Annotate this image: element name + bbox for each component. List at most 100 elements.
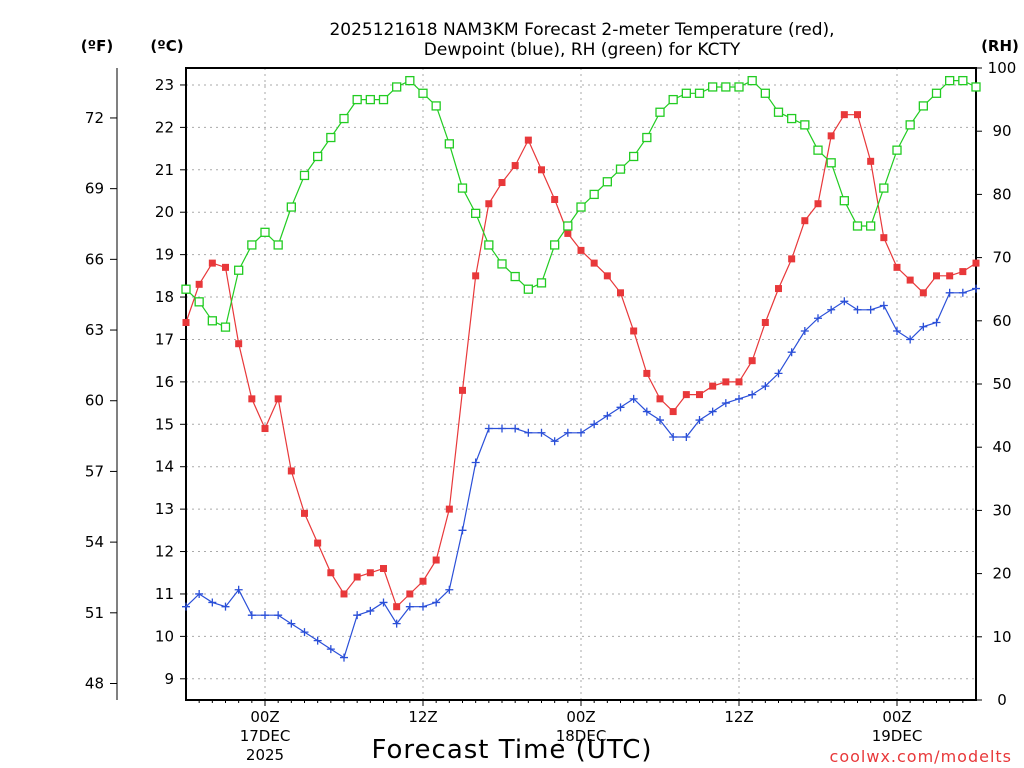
dewpoint-point [932,318,941,327]
rh-point [958,75,968,86]
rh-point [852,221,863,231]
temperature-point [432,556,440,564]
dewpoint-point [261,611,269,620]
rh-tick-label: 10 [992,628,1011,646]
f-tick-label: 51 [85,604,104,622]
x-tick-date: 18DEC [556,727,607,745]
c-tick-label: 11 [155,585,174,603]
dewpoint-point [695,416,704,425]
x-axis-label: Forecast Time (UTC) [371,735,652,765]
temperature-point [682,391,690,399]
dewpoint-point [761,382,770,391]
temperature-point [919,289,927,297]
f-tick-label: 60 [85,392,104,410]
f-tick-label: 69 [85,180,104,198]
dewpoint-point [827,305,836,314]
temperature-point [788,255,796,263]
dewpoint-point [853,305,862,314]
dewpoint-point [945,288,954,297]
c-tick-label: 20 [155,203,174,221]
c-tick-label: 16 [155,373,174,391]
c-tick-label: 19 [155,246,174,264]
rh-point [194,297,204,307]
temperature-point [643,369,651,377]
credit-text: coolwx.com/modelts [830,747,1012,766]
c-tick-label: 9 [164,670,174,688]
temperature-point [840,111,848,119]
dewpoint-point [379,598,388,607]
temperature-point [393,603,401,611]
rh-point [576,202,586,212]
temperature-point [827,132,835,140]
dewpoint-point [590,420,599,429]
dewpoint-point [735,394,743,403]
dewpoint-point [616,403,625,412]
dewpoint-point [458,526,467,535]
rh-point [668,94,678,105]
rh-point [260,227,270,237]
temperature-point [340,590,348,598]
rh-point [405,75,415,86]
dewpoint-point [471,458,480,467]
temperature-point [287,467,295,475]
temperature-point [380,565,387,573]
temperature-point [959,268,967,276]
rh-point [747,75,757,86]
rh-tick-label: 80 [992,185,1011,203]
x-tick-year: 2025 [246,746,284,764]
rh-tick-label: 70 [992,249,1011,267]
dewpoint-point [893,326,901,335]
temperature-point [880,234,888,242]
dewpoint-point [814,314,822,323]
rh-point [892,145,902,155]
dewpoint-point [326,645,335,654]
rh-point [734,82,744,92]
grid-lines [186,68,976,700]
rh-tick-label: 60 [992,312,1011,330]
dewpoint-point [721,399,730,408]
temperature-point [933,272,940,280]
temperature-point [524,136,532,144]
temperature-point [814,200,822,208]
dewpoint-point [919,322,928,331]
c-tick-label: 10 [155,627,174,645]
rh-point [918,101,928,111]
temperature-point [327,569,335,577]
c-tick-label: 23 [155,76,174,94]
temperature-point [775,285,782,293]
c-tick-label: 21 [155,161,174,179]
rh-point [418,88,428,98]
temperature-point [551,195,559,203]
temperature-point [867,157,875,165]
rh-point [694,88,705,98]
f-tick-label: 48 [85,675,104,693]
rh-tick-label: 40 [992,438,1011,456]
temperature-point [353,573,361,581]
x-tick-date: 17DEC [240,727,291,745]
rh-point [589,189,599,200]
temperature-point [972,259,980,267]
temperature-point [472,272,480,280]
temperature-point [906,276,914,284]
temperature-point [696,391,703,399]
temperature-point [445,505,453,513]
rh-tick-label: 100 [988,59,1017,77]
unit-label-rh: (RH) [981,37,1019,55]
rh-point [484,240,494,250]
dewpoint-point [563,428,572,437]
temperature-point [314,539,322,547]
rh-point [497,259,507,269]
plot-frame [185,67,977,701]
temperature-point [709,382,717,390]
rh-point [642,132,652,143]
rh-point [431,101,441,111]
rh-point [971,82,981,92]
dewpoint-point [708,407,717,416]
c-tick-label: 18 [155,288,174,306]
rh-tick-label: 30 [992,501,1011,519]
dewpoint-point [550,437,559,446]
dewpoint-point [840,297,849,306]
dewpoint-point [524,428,533,437]
c-tick-label: 22 [155,118,174,136]
dewpoint-point [484,424,493,433]
